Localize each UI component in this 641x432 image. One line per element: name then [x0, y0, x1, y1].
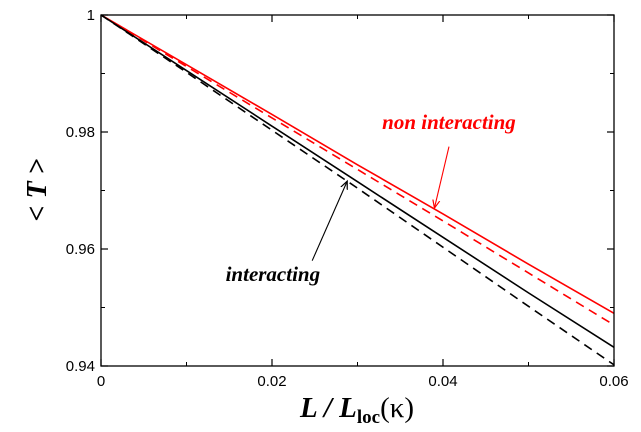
x-tick-label: 0.04: [428, 373, 457, 390]
plot-frame: [100, 14, 615, 367]
y-tick-label: 0.96: [66, 241, 95, 258]
series-line-4: [100, 14, 615, 366]
y-tick-label: 1: [87, 7, 95, 24]
y-axis-title: < T >: [22, 158, 53, 221]
series-layer: [100, 14, 615, 366]
x-tick-label: 0: [97, 373, 105, 390]
x-tick-label: 0.06: [599, 373, 628, 390]
x-axis-title: L / Lloc(κ): [299, 392, 414, 428]
y-tick-label: 0.94: [66, 358, 95, 375]
x-tick-label: 0.02: [257, 373, 286, 390]
annotations-layer: non interacting interacting: [226, 110, 516, 286]
x-axis-title-main: L / L: [299, 392, 357, 424]
series-line-1: [100, 14, 615, 315]
annotation-interacting: interacting: [226, 262, 321, 286]
annotation-non-interacting: non interacting: [382, 110, 516, 134]
y-tick-label: 0.98: [66, 124, 95, 141]
annotation-arrow-non-interacting: [434, 146, 450, 208]
y-axis-ticks: 0.94 0.96 0.98 1: [66, 7, 614, 375]
x-axis-title-tail: (κ): [380, 392, 414, 424]
x-axis-ticks: 0 0.02 0.04 0.06: [97, 15, 629, 390]
series-line-2: [100, 14, 615, 326]
annotation-arrow-interacting: [311, 181, 347, 261]
series-line-3: [100, 14, 615, 348]
x-axis-title-subscript: loc: [357, 407, 380, 428]
